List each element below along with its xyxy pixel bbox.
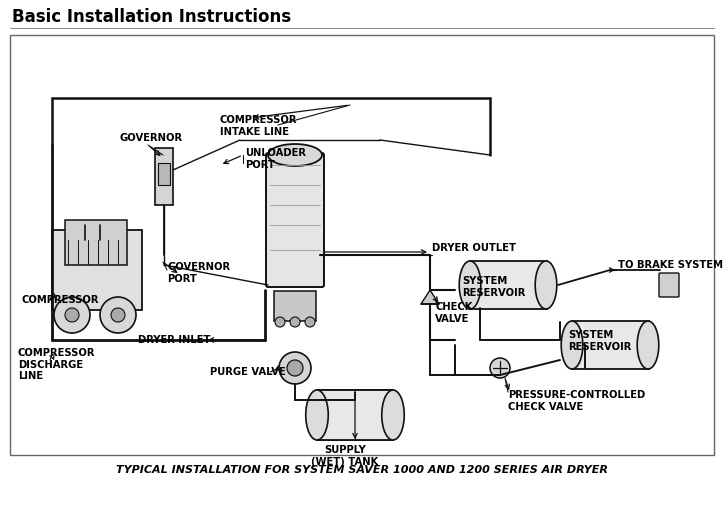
FancyBboxPatch shape — [659, 273, 679, 297]
Circle shape — [65, 308, 79, 322]
Text: DRYER OUTLET: DRYER OUTLET — [432, 243, 516, 253]
Text: SUPPLY
(WET) TANK: SUPPLY (WET) TANK — [311, 445, 379, 467]
Ellipse shape — [637, 321, 659, 369]
Text: TO BRAKE SYSTEM: TO BRAKE SYSTEM — [618, 260, 723, 270]
Text: TYPICAL INSTALLATION FOR SYSTEM SAVER 1000 AND 1200 SERIES AIR DRYER: TYPICAL INSTALLATION FOR SYSTEM SAVER 10… — [116, 465, 608, 475]
Text: SYSTEM
RESERVOIR: SYSTEM RESERVOIR — [462, 276, 526, 298]
FancyBboxPatch shape — [155, 148, 173, 205]
FancyBboxPatch shape — [274, 291, 316, 321]
Circle shape — [100, 297, 136, 333]
Ellipse shape — [459, 261, 481, 309]
Ellipse shape — [535, 261, 557, 309]
FancyBboxPatch shape — [266, 153, 324, 287]
Text: SYSTEM
RESERVOIR: SYSTEM RESERVOIR — [568, 330, 631, 352]
Text: PURGE VALVE: PURGE VALVE — [210, 367, 286, 377]
Circle shape — [287, 360, 303, 376]
Circle shape — [111, 308, 125, 322]
Circle shape — [275, 317, 285, 327]
Text: GOVERNOR: GOVERNOR — [120, 133, 183, 143]
Circle shape — [290, 317, 300, 327]
Text: COMPRESSOR: COMPRESSOR — [22, 295, 99, 305]
Circle shape — [279, 352, 311, 384]
Circle shape — [490, 358, 510, 378]
Text: COMPRESSOR
DISCHARGE
LINE: COMPRESSOR DISCHARGE LINE — [18, 348, 96, 381]
Ellipse shape — [268, 144, 322, 166]
Ellipse shape — [561, 321, 583, 369]
Ellipse shape — [306, 390, 328, 440]
Text: COMPRESSOR
INTAKE LINE: COMPRESSOR INTAKE LINE — [220, 115, 298, 137]
Bar — [10, 35, 714, 455]
Ellipse shape — [382, 390, 404, 440]
FancyBboxPatch shape — [158, 163, 170, 185]
Circle shape — [54, 297, 90, 333]
Polygon shape — [421, 290, 439, 304]
FancyBboxPatch shape — [65, 220, 127, 265]
Text: CHECK
VALVE: CHECK VALVE — [435, 302, 472, 324]
FancyBboxPatch shape — [572, 321, 649, 369]
Text: GOVERNOR
PORT: GOVERNOR PORT — [167, 262, 230, 283]
Circle shape — [305, 317, 315, 327]
FancyBboxPatch shape — [317, 390, 393, 440]
FancyBboxPatch shape — [52, 230, 142, 310]
Text: DRYER INLET: DRYER INLET — [138, 335, 211, 345]
Text: UNLOADER
PORT: UNLOADER PORT — [245, 148, 306, 170]
Text: Basic Installation Instructions: Basic Installation Instructions — [12, 8, 291, 26]
FancyBboxPatch shape — [470, 261, 547, 309]
Text: PRESSURE-CONTROLLED
CHECK VALVE: PRESSURE-CONTROLLED CHECK VALVE — [508, 390, 645, 411]
